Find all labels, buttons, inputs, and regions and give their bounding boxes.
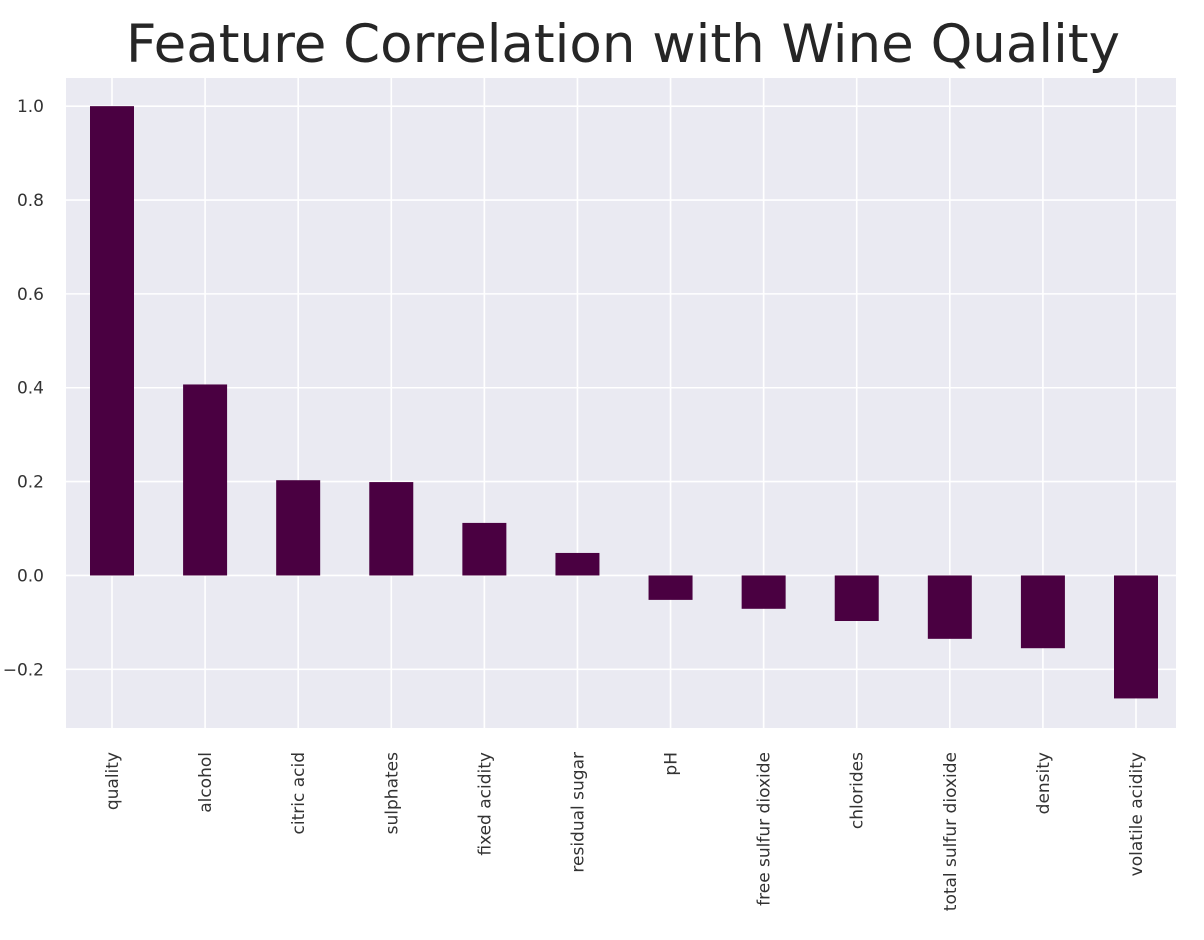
bar-chlorides [834,575,879,621]
x-tick-label: citric acid [289,752,309,834]
y-tick-label: 0.2 [17,473,44,493]
y-tick-label: 0.8 [17,191,44,211]
x-tick-label: fixed acidity [475,752,495,856]
y-tick-labels: −0.2 0.0 0.2 0.4 0.6 0.8 1.0 [3,97,44,680]
y-tick-label: 0.0 [17,566,44,586]
x-tick-label: pH [662,752,682,776]
x-tick-label: alcohol [196,752,216,813]
bar-free-sulfur-dioxide [741,575,786,609]
x-tick-label: residual sugar [568,752,588,873]
x-tick-label: quality [103,752,123,810]
x-tick-label: volatile acidity [1127,752,1147,876]
bar-sulphates [369,482,414,576]
plot-area [66,78,1176,728]
bar-ph [648,575,693,600]
bar-density [1020,575,1065,649]
bar-residual-sugar [555,552,600,576]
bar-alcohol [183,384,228,576]
bar-fixed-acidity [462,522,507,576]
x-tick-label: chlorides [848,752,868,829]
y-tick-label: −0.2 [3,660,44,680]
y-tick-label: 0.6 [17,285,44,305]
x-tick-label: density [1034,752,1054,814]
x-tick-label: sulphates [382,752,402,834]
chart-title: Feature Correlation with Wine Quality [126,14,1120,75]
bar-volatile-acidity [1114,575,1158,699]
x-tick-labels: quality alcohol citric acid sulphates fixed … [103,752,1147,911]
bar-total-sulfur-dioxide [927,575,972,639]
bar-quality [90,106,134,576]
x-tick-label: total sulfur dioxide [941,752,961,911]
grid-lines [66,78,1176,728]
bars [90,106,1158,699]
bar-citric-acid [276,480,321,576]
x-tick-label: free sulfur dioxide [755,752,775,906]
y-tick-label: 0.4 [17,379,44,399]
y-tick-label: 1.0 [17,97,44,117]
